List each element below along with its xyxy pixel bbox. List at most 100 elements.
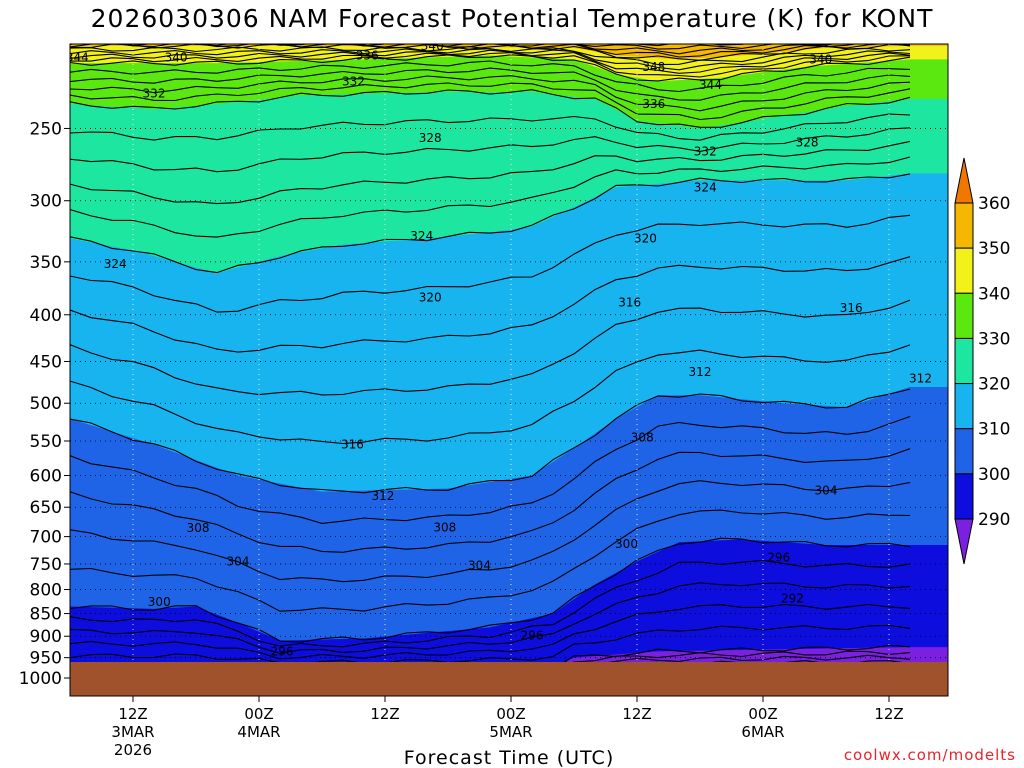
contour-label: 344 xyxy=(699,78,722,92)
colorbar-label: 310 xyxy=(978,420,1010,440)
contour-label: 340 xyxy=(421,39,444,53)
y-tick-label: 750 xyxy=(30,555,62,575)
colorbar-segment xyxy=(954,383,974,430)
y-tick-label: 1000 xyxy=(19,669,62,689)
contour-label: 324 xyxy=(410,229,433,243)
contour-label: 296 xyxy=(521,628,544,642)
isentrope-line xyxy=(70,60,911,93)
contour-label: 304 xyxy=(227,554,250,568)
contour-label: 316 xyxy=(341,438,364,452)
colorbar-segment xyxy=(954,337,974,385)
plot-frame xyxy=(69,43,949,697)
isentrope-line xyxy=(70,603,911,660)
y-tick-label: 850 xyxy=(30,605,62,625)
y-tick-label: 800 xyxy=(30,581,62,601)
colorbar-label: 290 xyxy=(978,510,1010,530)
y-tick-label: 550 xyxy=(30,432,62,452)
colorbar-segment xyxy=(954,473,974,520)
contour-label: 308 xyxy=(433,520,456,534)
contour-label: 324 xyxy=(104,257,127,271)
colorbar-label: 340 xyxy=(978,284,1010,304)
x-tick-label: 12Z xyxy=(622,705,651,723)
y-tick-label: 650 xyxy=(30,498,62,518)
colorbar-label: 330 xyxy=(978,329,1010,349)
contour-label: 320 xyxy=(634,232,657,246)
isentrope-line xyxy=(70,54,911,82)
y-tick-label: 350 xyxy=(30,253,62,273)
contour-label: 332 xyxy=(143,87,166,101)
x-tick-label: 12Z xyxy=(118,705,147,723)
colorbar-label: 300 xyxy=(978,465,1010,485)
isentrope-line xyxy=(70,52,911,78)
colorbar-label: 320 xyxy=(978,375,1010,395)
contour-label: 300 xyxy=(615,537,638,551)
y-tick-label: 700 xyxy=(30,528,62,548)
x-tick-label: 00Z xyxy=(748,705,777,723)
ground-surface xyxy=(70,662,948,696)
credit-link[interactable]: coolwx.com/modelts xyxy=(843,746,1016,764)
isentrope-line xyxy=(70,82,911,121)
contour-label: 332 xyxy=(342,74,365,88)
isentrope-line xyxy=(70,448,911,553)
x-tick-label: 2026 xyxy=(114,741,152,759)
contour-label: 312 xyxy=(371,489,394,503)
contour-label: 340 xyxy=(165,50,188,64)
isentrope-line xyxy=(70,89,911,128)
contour-label: 312 xyxy=(689,365,712,379)
colorbar-segment xyxy=(954,428,974,475)
contour-label: 320 xyxy=(419,291,442,305)
contour-label: 328 xyxy=(796,135,819,149)
contour-label: 336 xyxy=(356,49,379,63)
contour-label: 328 xyxy=(419,131,442,145)
contour-label: 336 xyxy=(642,97,665,111)
x-tick-label: 00Z xyxy=(496,705,525,723)
colorbar-label: 350 xyxy=(978,239,1010,259)
plot-area: 340 344 340 336 332 332 348 340 344 336 328 332 328 3… xyxy=(66,39,948,696)
isentrope-line xyxy=(70,140,911,205)
x-tick-label: 12Z xyxy=(874,705,903,723)
isentrope-line xyxy=(70,44,911,55)
y-tick-label: 450 xyxy=(30,352,62,372)
isentrope-line xyxy=(70,49,911,74)
isentrope-line xyxy=(70,344,911,445)
contour-label: 316 xyxy=(840,301,863,315)
y-tick-label: 500 xyxy=(30,394,62,414)
isentrope-line xyxy=(70,415,911,524)
y-tick-label: 250 xyxy=(30,119,62,139)
isentrope-line xyxy=(70,256,911,353)
x-tick-label: 3MAR xyxy=(111,723,154,741)
contour-label: 296 xyxy=(271,644,294,658)
y-tick-label: 300 xyxy=(30,192,62,212)
y-tick-label: 600 xyxy=(30,467,62,487)
isentrope-line xyxy=(70,388,911,494)
isentrope-line xyxy=(70,46,911,66)
contour-label: 308 xyxy=(187,521,210,535)
isentrope-line xyxy=(70,559,911,648)
x-tick-label: 12Z xyxy=(370,705,399,723)
isentrope-line xyxy=(70,299,911,396)
isentrope-line xyxy=(70,113,911,141)
colorbar-cap-bottom xyxy=(954,518,974,565)
chart-title: 2026030306 NAM Forecast Potential Temper… xyxy=(90,4,934,33)
y-tick-label: 400 xyxy=(30,306,62,326)
contour-label: 296 xyxy=(767,551,790,565)
x-tick-label: 6MAR xyxy=(741,723,784,741)
x-tick-label: 5MAR xyxy=(489,723,532,741)
colorbar-label: 360 xyxy=(978,194,1010,214)
colorbar-cap-top xyxy=(954,157,974,204)
contour-label: 304 xyxy=(468,559,491,573)
isentrope-line xyxy=(70,480,911,583)
x-axis-label: Forecast Time (UTC) xyxy=(404,747,614,768)
isentrope-line xyxy=(70,537,911,643)
contour-label: 344 xyxy=(66,50,89,64)
isentrope-line xyxy=(70,127,911,173)
y-tick-label: 950 xyxy=(30,649,62,669)
colorbar-segment xyxy=(954,292,974,339)
colorbar: 360 350 340 330 320 310 300 290 xyxy=(954,157,1010,565)
isentrope-line xyxy=(70,67,911,101)
contour-label: 300 xyxy=(148,595,171,609)
contour-label: 332 xyxy=(694,145,717,159)
colorbar-segment xyxy=(954,202,974,249)
isentrope-line xyxy=(70,75,911,112)
